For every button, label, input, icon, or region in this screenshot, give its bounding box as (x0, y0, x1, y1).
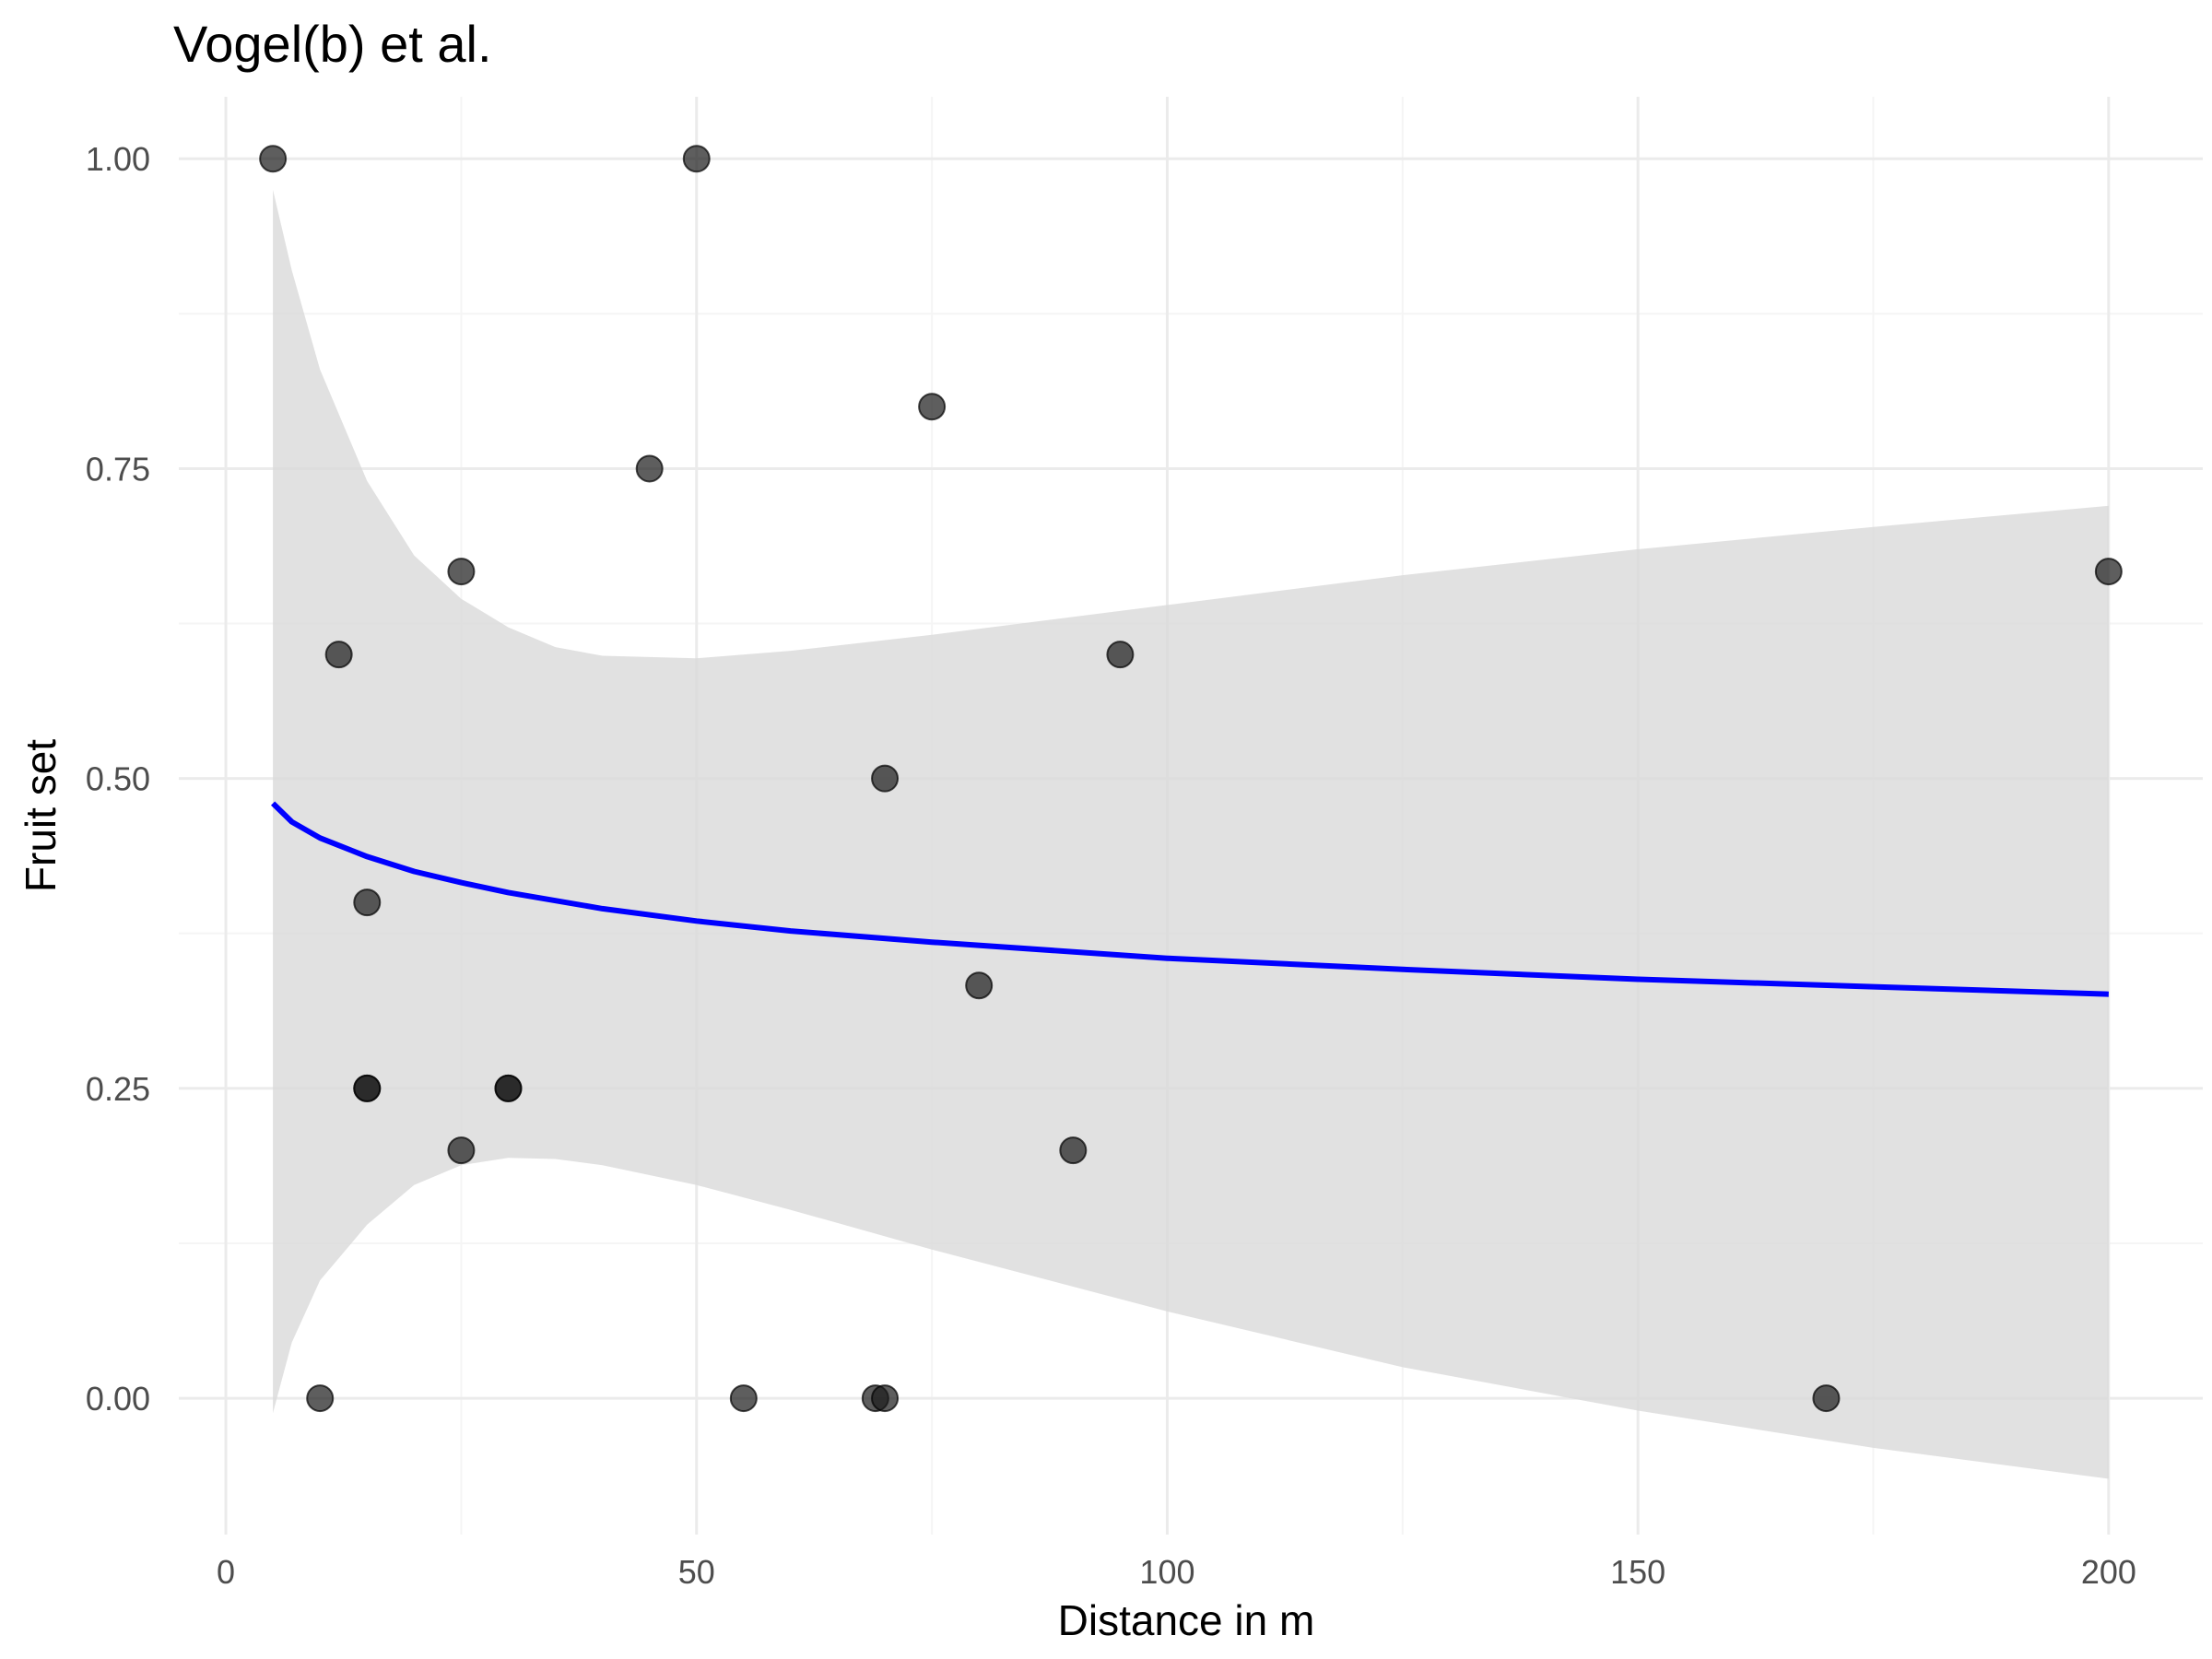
x-tick-label: 50 (678, 1553, 715, 1591)
data-point (259, 145, 288, 173)
y-tick-label: 0.00 (86, 1380, 150, 1418)
x-axis-title: Distance in m (1058, 1596, 1315, 1644)
y-tick-label: 0.25 (86, 1070, 150, 1108)
data-point (965, 971, 994, 1000)
data-point (871, 1384, 900, 1413)
data-point (1812, 1384, 1841, 1413)
data-point (871, 764, 900, 793)
confidence-ribbon (273, 189, 2109, 1479)
data-point (353, 1074, 382, 1102)
chart-title: Vogel(b) et al. (173, 15, 492, 73)
x-tick-label: 0 (217, 1553, 235, 1591)
data-point (353, 888, 382, 917)
data-points (259, 145, 2123, 1413)
x-tick-label: 150 (1610, 1553, 1665, 1591)
fit-line (270, 801, 2109, 997)
data-point (682, 145, 711, 173)
data-point (635, 454, 664, 483)
y-axis-title: Fruit set (17, 739, 65, 892)
data-point (2094, 558, 2123, 586)
x-tick-label: 100 (1139, 1553, 1194, 1591)
data-point (1106, 641, 1135, 669)
data-point (447, 1136, 476, 1165)
y-axis-tick-labels: 0.00 0.25 0.50 0.75 1.00 (86, 140, 150, 1418)
x-axis-tick-labels: 0 50 100 150 200 (217, 1553, 2136, 1591)
data-point (447, 558, 476, 586)
y-tick-label: 0.50 (86, 760, 150, 798)
data-point (306, 1384, 335, 1413)
data-point (729, 1384, 758, 1413)
data-point (1059, 1136, 1088, 1165)
y-tick-label: 0.75 (86, 450, 150, 488)
data-point (494, 1074, 523, 1102)
y-tick-label: 1.00 (86, 140, 150, 178)
data-point (918, 393, 947, 421)
x-tick-label: 200 (2081, 1553, 2136, 1591)
data-point (324, 641, 353, 669)
